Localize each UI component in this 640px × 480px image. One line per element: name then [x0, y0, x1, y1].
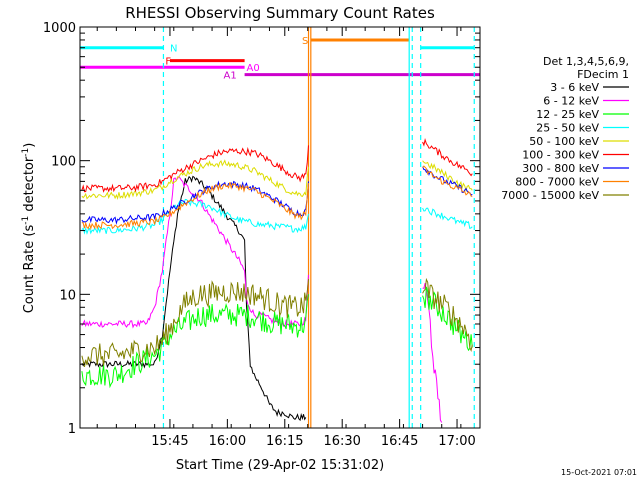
series-line-12-25-kev	[422, 286, 473, 352]
x-tick-label: 16:00	[209, 434, 246, 449]
y-tick-label: 10	[59, 288, 76, 303]
series-line-3-6-kev	[81, 175, 307, 422]
flag-label-f: F	[165, 57, 171, 68]
chart-title: RHESSI Observing Summary Count Rates	[125, 4, 435, 22]
series-line-300-800-kev	[81, 180, 309, 225]
series-line-800-7000-kev	[81, 182, 309, 231]
x-tick-label: 16:45	[381, 434, 418, 449]
y-axis-label: Count Rate (s-1 detector-1)	[21, 143, 37, 314]
legend-entry-label: 800 - 7000 keV	[515, 176, 599, 189]
legend-entry-label: 12 - 25 keV	[536, 108, 599, 121]
x-tick-label: 16:30	[323, 434, 360, 449]
y-tick-label: 1000	[43, 21, 76, 36]
legend-entry-label: 3 - 6 keV	[550, 81, 599, 94]
legend-entry-label: 7000 - 15000 keV	[501, 189, 599, 202]
x-axis-label: Start Time (29-Apr-02 15:31:02)	[176, 458, 384, 473]
series-line-25-50-kev	[81, 198, 309, 235]
x-tick-label: 17:00	[438, 434, 475, 449]
y-tick-label: 1	[68, 422, 76, 437]
series-line-800-7000-kev	[422, 165, 473, 197]
series-line-300-800-kev	[422, 166, 473, 196]
plot-area: 15:45 16:00 16:15 16:30 16:45 17:00 1 10 100 100…	[43, 21, 481, 449]
x-tick-label: 15:45	[151, 434, 188, 449]
legend-entry-label: 50 - 100 keV	[529, 135, 599, 148]
flag-label-a1: A1	[224, 71, 237, 82]
legend-entry-label: 100 - 300 keV	[522, 149, 599, 162]
x-tick-label: 16:15	[266, 434, 303, 449]
plot-frame	[79, 26, 481, 429]
timestamp: 15-Oct-2021 07:01	[561, 468, 637, 477]
series-line-25-50-kev	[422, 207, 473, 229]
legend-entry-label: 6 - 12 keV	[543, 95, 599, 108]
series-line-50-100-kev	[422, 160, 473, 193]
series-line-7000-15000-kev	[81, 279, 309, 368]
y-tick-label: 100	[51, 155, 76, 170]
flag-label-s: S	[302, 36, 308, 47]
legend-header: FDecim 1	[577, 68, 629, 81]
flag-label-a0: A0	[247, 63, 260, 74]
legend-entry-label: 25 - 50 keV	[536, 122, 599, 135]
legend-header: Det 1,3,4,5,6,9,	[543, 55, 629, 68]
series-line-7000-15000-kev	[422, 277, 473, 353]
flag-label-n: N	[170, 44, 177, 55]
series-line-50-100-kev	[81, 159, 309, 201]
legend-entry-label: 300 - 800 keV	[522, 162, 599, 175]
series-line-100-300-kev	[81, 145, 309, 193]
series-line-12-25-kev	[81, 294, 309, 389]
series-line-100-300-kev	[422, 138, 473, 177]
